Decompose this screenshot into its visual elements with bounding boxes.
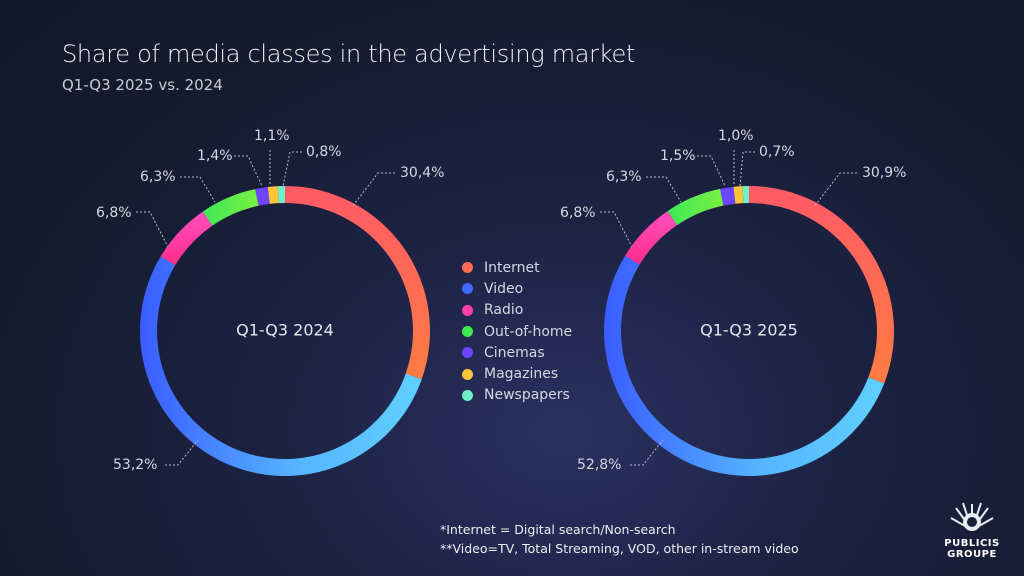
label-newspapers-2025: 0,7% [759,144,795,160]
logo-line1: PUBLICIS [944,538,1000,549]
legend-label: Radio [484,302,524,319]
label-radio-2024: 6,8% [96,205,132,221]
legend-item-out-of-home: Out-of-home [462,321,572,342]
chart-title: Share of media classes in the advertisin… [62,40,636,68]
donut-2024 [140,186,430,476]
footnote-internet: *Internet = Digital search/Non-search [440,522,676,537]
legend-label: Cinemas [484,344,545,361]
label-ooh-2024: 6,3% [140,169,176,185]
legend-item-cinemas: Cinemas [462,342,572,363]
donut-segment-cinemas [255,187,270,206]
legend-item-internet: Internet [462,257,572,278]
donut-segment-video [140,256,422,476]
leader-lines [136,150,857,466]
donut-segment-out-of-home [667,188,724,226]
footnote-video: **Video=TV, Total Streaming, VOD, other … [440,541,799,556]
donut-segment-internet [749,186,894,384]
label-video-2025: 52,8% [577,457,622,473]
legend-item-video: Video [462,278,572,299]
label-cinemas-2024: 1,4% [197,148,233,164]
legend-swatch [462,283,473,295]
legend-swatch [462,262,473,274]
donut-segment-radio [625,211,678,265]
legend: Internet Video Radio Out-of-home Cinemas… [462,257,572,406]
label-internet-2024: 30,4% [400,165,445,181]
publicis-groupe-logo: PUBLICIS GROUPE [934,500,1010,560]
legend-label: Magazines [484,366,559,383]
donut-segment-newspapers [742,186,749,204]
label-internet-2025: 30,9% [862,165,907,181]
legend-item-newspapers: Newspapers [462,385,572,406]
legend-swatch [462,304,473,316]
legend-label: Video [484,280,524,297]
label-ooh-2025: 6,3% [606,169,642,185]
label-newspapers-2024: 0,8% [306,144,342,160]
donut-segment-magazines [267,186,279,204]
legend-label: Out-of-home [484,323,573,340]
donut-segment-newspapers [277,186,285,204]
label-magazines-2024: 1,1% [254,128,290,144]
donut-center-2025: Q1-Q3 2025 [700,320,798,340]
donut-segment-video [604,255,885,476]
legend-item-magazines: Magazines [462,363,572,384]
donut-2025 [604,186,894,476]
donut-segment-radio [160,211,213,266]
label-radio-2025: 6,8% [560,205,596,221]
legend-swatch [462,389,473,401]
legend-swatch [462,368,473,380]
donut-segment-internet [285,186,430,380]
legend-item-radio: Radio [462,300,572,321]
donut-segment-magazines [733,186,744,204]
lion-icon [950,502,994,531]
footnotes: *Internet = Digital search/Non-search **… [440,520,799,558]
donut-segment-cinemas [720,186,736,206]
logo-line2: GROUPE [947,549,997,560]
label-video-2024: 53,2% [113,457,158,473]
legend-swatch [462,347,473,359]
legend-swatch [462,326,473,338]
donut-center-2024: Q1-Q3 2024 [236,320,334,340]
donut-segment-out-of-home [202,189,259,226]
chart-subtitle: Q1-Q3 2025 vs. 2024 [62,76,223,94]
legend-label: Newspapers [484,387,570,404]
legend-label: Internet [484,259,540,276]
label-cinemas-2025: 1,5% [660,148,696,164]
label-magazines-2025: 1,0% [718,128,754,144]
